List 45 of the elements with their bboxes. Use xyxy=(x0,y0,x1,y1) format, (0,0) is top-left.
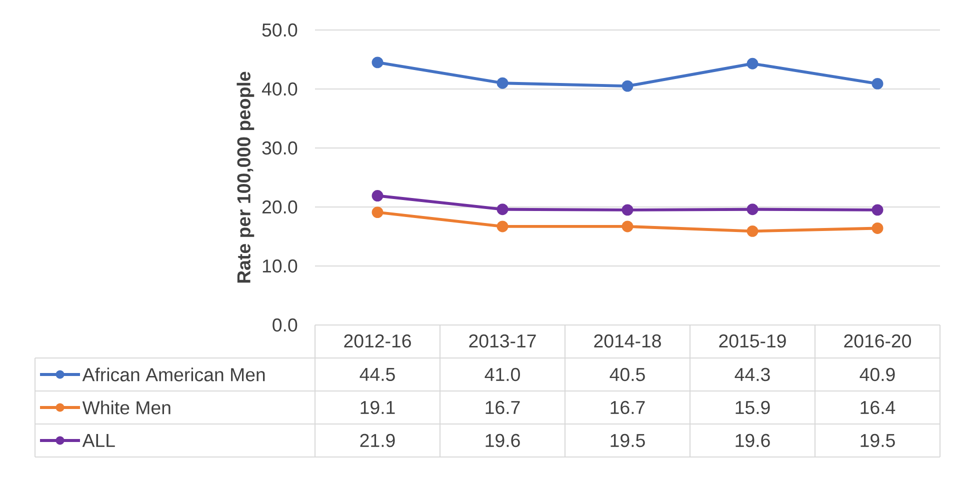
data-label: 16.4 xyxy=(860,400,896,414)
data-label: 19.6 xyxy=(736,434,770,448)
y-tick-label: 20.0 xyxy=(262,200,298,214)
point xyxy=(622,220,634,232)
point xyxy=(872,78,884,90)
y-tick-label: 0.0 xyxy=(272,318,298,332)
data-label: 16.7 xyxy=(486,400,520,414)
point xyxy=(746,58,758,70)
legend-label: ALL xyxy=(82,434,115,447)
y-axis-title: Rate per 100,000 people xyxy=(236,72,254,283)
point xyxy=(622,80,634,92)
legend-label: White Men xyxy=(82,400,170,414)
data-label: 41.0 xyxy=(484,368,520,382)
legend-label: African American Men xyxy=(82,368,265,382)
point xyxy=(372,206,384,218)
point xyxy=(372,190,384,202)
y-tick-label: 50.0 xyxy=(262,23,298,37)
data-label: 15.9 xyxy=(736,400,770,414)
data-label: 44.5 xyxy=(360,368,395,381)
data-label: 19.5 xyxy=(610,434,645,448)
point xyxy=(622,204,634,216)
x-tick-label: 2013-17 xyxy=(469,334,536,348)
x-tick-label: 2015-19 xyxy=(719,334,786,348)
y-tick-label: 10.0 xyxy=(262,259,298,273)
data-label: 40.5 xyxy=(610,368,645,382)
data-label: 21.9 xyxy=(360,434,395,448)
point xyxy=(496,204,508,216)
x-tick-label: 2012-16 xyxy=(344,334,411,348)
point xyxy=(496,220,508,232)
point xyxy=(496,77,508,89)
point xyxy=(372,56,384,68)
y-tick-label: 40.0 xyxy=(262,82,298,96)
data-label: 40.9 xyxy=(860,368,895,382)
point xyxy=(872,204,884,216)
data-label: 44.3 xyxy=(734,368,770,382)
y-tick-label: 30.0 xyxy=(262,141,298,155)
point xyxy=(746,225,758,237)
data-label: 19.5 xyxy=(860,434,895,448)
data-label: 16.7 xyxy=(610,400,645,414)
data-label: 19.1 xyxy=(360,400,395,414)
x-tick-label: 2014-18 xyxy=(594,334,661,348)
point xyxy=(872,222,884,234)
x-tick-label: 2016-20 xyxy=(844,334,912,348)
data-label: 19.6 xyxy=(486,434,520,448)
point xyxy=(746,204,758,216)
